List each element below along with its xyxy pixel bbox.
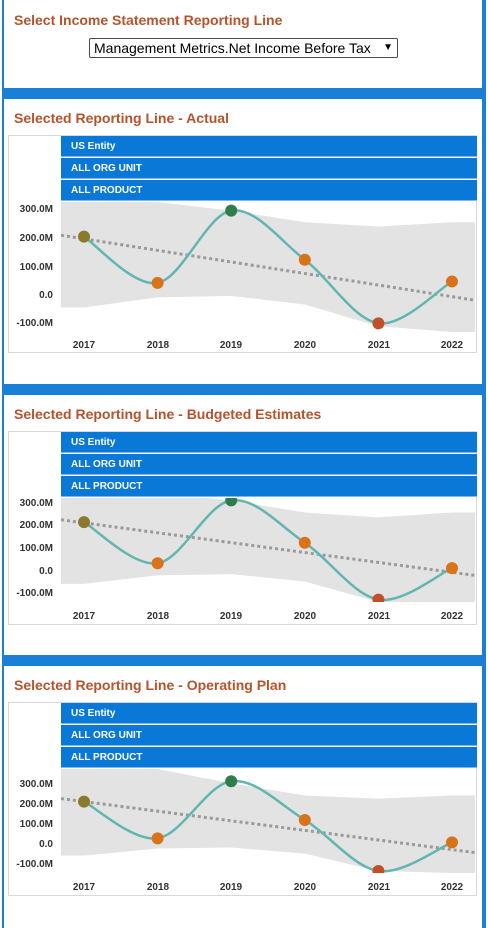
chart-panel-operating-plan: US Entity ALL ORG UNIT ALL PRODUCT 300.0… [8,702,477,896]
y-tick-label: 0.0 [39,839,53,850]
panel-title-actual: Selected Reporting Line - Actual [14,110,229,126]
reporting-line-select[interactable]: Management Metrics.Net Income Before Tax… [89,38,398,58]
data-point [78,795,90,808]
data-point [151,276,164,289]
forecast-band [61,202,475,332]
chart-panel-budgeted: US Entity ALL ORG UNIT ALL PRODUCT 300.0… [8,431,477,625]
data-point [446,275,458,288]
reporting-line-select-value: Management Metrics.Net Income Before Tax [94,40,371,56]
x-tick-label: 2018 [146,882,170,893]
x-tick-label: 2019 [219,340,243,351]
panel-title-budgeted: Selected Reporting Line - Budgeted Estim… [14,406,322,422]
data-point [151,557,164,570]
header-org-unit[interactable]: ALL ORG UNIT [61,158,477,179]
x-tick-label: 2018 [146,611,170,622]
x-tick-label: 2017 [72,882,96,893]
y-tick-label: 0.0 [39,566,53,577]
x-tick-label: 2022 [440,611,464,622]
forecast-band [61,498,475,602]
data-point [225,204,238,217]
data-point [78,230,90,243]
x-tick-label: 2021 [367,882,391,893]
selector-title: Select Income Statement Reporting Line [14,12,283,28]
header-org-unit[interactable]: ALL ORG UNIT [61,454,477,475]
data-point [225,498,238,507]
chevron-down-icon[interactable]: ▼ [383,42,393,53]
header-product[interactable]: ALL PRODUCT [61,747,477,768]
x-tick-label: 2020 [293,611,317,622]
x-tick-label: 2022 [440,340,464,351]
header-product[interactable]: ALL PRODUCT [61,180,477,201]
y-tick-label: 100.0M [19,262,53,273]
data-point [298,536,311,549]
header-product[interactable]: ALL PRODUCT [61,476,477,497]
data-point [372,317,385,330]
y-tick-label: 200.0M [19,233,53,244]
series-line [83,499,453,602]
trend-line [61,233,475,302]
chart-area: 300.0M 200.0M 100.0M 0.0 -100.0M 2017 20… [9,769,476,895]
y-tick-label: 200.0M [19,520,53,531]
x-tick-label: 2021 [367,611,391,622]
data-point [298,253,311,266]
series-line [83,779,453,873]
y-tick-label: 300.0M [19,498,53,509]
panel-title-operating-plan: Selected Reporting Line - Operating Plan [14,677,287,693]
data-point [225,775,238,788]
x-tick-label: 2018 [146,340,170,351]
y-tick-label: 100.0M [19,543,53,554]
data-point [298,813,311,826]
header-entity[interactable]: US Entity [61,432,477,453]
y-tick-label: 100.0M [19,819,53,830]
chart-area: 300.0M 200.0M 100.0M 0.0 -100.0M 2017 20… [9,202,476,352]
section-divider [2,384,486,395]
chart-panel-actual: US Entity ALL ORG UNIT ALL PRODUCT 300.0… [8,135,477,353]
line-chart [61,498,475,602]
header-entity[interactable]: US Entity [61,136,477,157]
x-tick-label: 2019 [219,611,243,622]
y-tick-label: -100.0M [16,588,53,599]
data-point [446,562,458,575]
data-point [372,864,385,873]
chart-area: 300.0M 200.0M 100.0M 0.0 -100.0M 2017 20… [9,498,476,624]
data-point [446,836,458,849]
x-tick-label: 2017 [72,340,96,351]
y-tick-label: 300.0M [19,204,53,215]
line-chart [61,769,475,873]
y-tick-label: 300.0M [19,779,53,790]
y-tick-label: -100.0M [16,859,53,870]
section-divider [2,655,486,666]
x-tick-label: 2020 [293,340,317,351]
trend-line [61,518,475,577]
y-tick-label: -100.0M [16,318,53,329]
section-divider [2,88,486,99]
x-tick-label: 2022 [440,882,464,893]
x-tick-label: 2017 [72,611,96,622]
x-tick-label: 2021 [367,340,391,351]
data-point [372,593,385,602]
forecast-band [61,769,475,873]
data-point [78,516,90,529]
x-tick-label: 2020 [293,882,317,893]
line-chart [61,202,475,332]
x-tick-label: 2019 [219,882,243,893]
data-point [151,832,164,845]
header-entity[interactable]: US Entity [61,703,477,724]
header-org-unit[interactable]: ALL ORG UNIT [61,725,477,746]
y-tick-label: 200.0M [19,799,53,810]
y-tick-label: 0.0 [39,290,53,301]
